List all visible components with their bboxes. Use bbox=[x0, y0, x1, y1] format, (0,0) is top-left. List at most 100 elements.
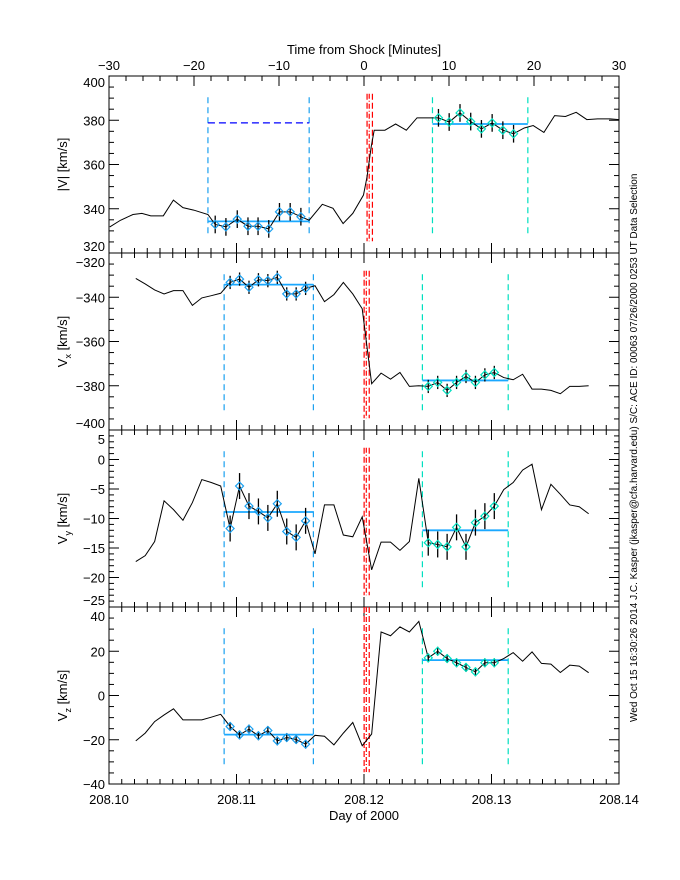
upstream-data-point bbox=[232, 214, 243, 224]
upstream-data-point bbox=[244, 501, 254, 511]
downstream-data-point bbox=[465, 116, 476, 127]
downstream-data-point bbox=[497, 125, 508, 136]
run-annotation: Wed Oct 15 16:30:26 2014 J.C. Kasper (jk… bbox=[629, 174, 640, 722]
top-tick-label: −30 bbox=[98, 58, 120, 73]
upstream-data-point bbox=[272, 498, 283, 509]
top-tick-label: −10 bbox=[268, 58, 290, 73]
upstream-data-point bbox=[296, 211, 306, 222]
downstream-data-point bbox=[423, 381, 434, 392]
downstream-data-point bbox=[489, 657, 500, 668]
y-tick-label: 5 bbox=[98, 432, 105, 447]
upstream-data-point bbox=[291, 532, 302, 543]
y-axis-label: Vy [km/s] bbox=[55, 493, 73, 544]
upstream-data-point bbox=[281, 732, 292, 743]
upstream-data-point bbox=[234, 274, 245, 284]
y-tick-label: 0 bbox=[98, 453, 105, 468]
bottom-axis-label: Day of 2000 bbox=[329, 808, 399, 823]
downstream-data-point bbox=[508, 128, 519, 139]
y-tick-label: −15 bbox=[83, 541, 105, 556]
y-tick-label: 20 bbox=[91, 644, 105, 659]
upstream-data-point bbox=[210, 219, 221, 230]
y-label-unit: [km/s] bbox=[55, 138, 70, 176]
upstream-data-point bbox=[225, 721, 235, 732]
upstream-data-point bbox=[291, 289, 302, 299]
upstream-data-point bbox=[225, 277, 235, 288]
top-axis-label: Time from Shock [Minutes] bbox=[287, 42, 441, 57]
y-tick-label: −20 bbox=[83, 733, 105, 748]
y-axis-label: |V| [km/s] bbox=[55, 138, 70, 192]
bottom-tick-label: 208.10 bbox=[89, 792, 129, 807]
upstream-data-point bbox=[285, 206, 296, 217]
y-tick-label: −400 bbox=[76, 416, 105, 431]
panel-frame bbox=[108, 252, 620, 431]
downstream-data-point bbox=[461, 371, 471, 382]
y-tick-label: −380 bbox=[76, 379, 105, 394]
downstream-data-point bbox=[487, 118, 497, 128]
top-tick-label: −20 bbox=[183, 58, 205, 73]
upstream-data-point bbox=[244, 724, 254, 734]
y-tick-label: −360 bbox=[76, 335, 105, 350]
y-tick-label: −5 bbox=[90, 482, 105, 497]
downstream-data-point bbox=[451, 522, 462, 533]
y-tick-label: −20 bbox=[83, 571, 105, 586]
upstream-data-point bbox=[244, 282, 254, 293]
y-tick-label: −340 bbox=[76, 290, 105, 305]
y-label-subscript: z bbox=[63, 708, 73, 713]
downstream-data-point bbox=[432, 377, 443, 388]
y-label-subscript: y bbox=[63, 531, 73, 536]
upstream-data-point bbox=[281, 526, 292, 537]
upstream-data-point bbox=[221, 222, 231, 232]
panel-frame bbox=[108, 606, 620, 785]
velocity-series-line bbox=[135, 276, 589, 395]
upstream-data-point bbox=[225, 523, 235, 534]
y-tick-label: 340 bbox=[83, 202, 105, 217]
y-axis-label: Vx [km/s] bbox=[55, 316, 73, 367]
downstream-data-point bbox=[451, 657, 462, 668]
upstream-data-point bbox=[263, 275, 273, 286]
y-label-quantity: |V| bbox=[55, 176, 70, 191]
upstream-data-point bbox=[234, 730, 245, 740]
panel-frame bbox=[108, 75, 620, 254]
y-tick-label: 360 bbox=[83, 158, 105, 173]
downstream-data-point bbox=[476, 124, 487, 134]
downstream-data-point bbox=[432, 646, 443, 657]
upstream-data-point bbox=[263, 513, 273, 523]
downstream-data-point bbox=[442, 385, 452, 396]
downstream-data-point bbox=[461, 541, 471, 552]
downstream-data-point bbox=[423, 653, 434, 663]
upstream-data-point bbox=[300, 739, 311, 750]
downstream-data-point bbox=[444, 117, 455, 127]
downstream-data-point bbox=[470, 517, 481, 528]
bottom-tick-label: 208.11 bbox=[217, 792, 256, 807]
velocity-series-line bbox=[135, 620, 589, 747]
bottom-tick-label: 208.14 bbox=[599, 792, 639, 807]
velocity-series-line bbox=[109, 111, 620, 230]
upstream-data-point bbox=[281, 289, 292, 299]
downstream-data-point bbox=[455, 108, 465, 118]
y-tick-label: −40 bbox=[83, 777, 105, 792]
downstream-data-point bbox=[489, 501, 500, 511]
bottom-tick-label: 208.13 bbox=[472, 792, 512, 807]
y-tick-label: 380 bbox=[83, 113, 105, 128]
y-tick-label: −320 bbox=[76, 255, 105, 270]
downstream-data-point bbox=[470, 666, 481, 677]
velocity-series-line bbox=[135, 463, 589, 570]
upstream-data-point bbox=[253, 274, 264, 285]
upstream-data-point bbox=[263, 224, 274, 234]
downstream-data-point bbox=[470, 377, 481, 388]
downstream-data-point bbox=[433, 112, 444, 123]
y-axis-label: Vz [km/s] bbox=[55, 670, 73, 721]
top-tick-label: 0 bbox=[360, 58, 367, 73]
y-tick-label: −10 bbox=[83, 512, 105, 527]
upstream-data-point bbox=[300, 516, 311, 526]
y-label-quantity: V bbox=[55, 712, 70, 721]
upstream-data-point bbox=[253, 221, 263, 232]
upstream-data-point bbox=[263, 725, 273, 736]
upstream-data-point bbox=[253, 730, 264, 741]
top-tick-label: 10 bbox=[442, 58, 456, 73]
downstream-data-point bbox=[480, 370, 490, 380]
y-label-unit: [km/s] bbox=[55, 316, 70, 354]
top-tick-label: 30 bbox=[612, 58, 626, 73]
y-label-unit: [km/s] bbox=[55, 670, 70, 708]
